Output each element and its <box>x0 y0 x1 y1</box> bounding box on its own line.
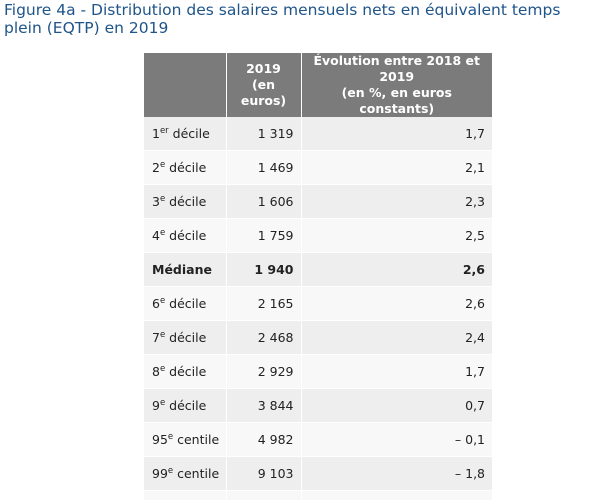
table-row: 8e décile 2 929 1,7 <box>144 354 492 389</box>
salary-distribution-table: 2019 (en euros) Évolution entre 2018 et … <box>144 53 492 500</box>
row-label-number: 6 <box>152 296 160 311</box>
row-label: 9e décile <box>144 388 227 423</box>
row-evolution: 2,6 <box>301 252 492 287</box>
row-label-number: 2 <box>152 160 160 175</box>
row-label: 2e décile <box>144 150 227 185</box>
row-label-number: 8 <box>152 364 160 379</box>
header-salary-line2: (en euros) <box>240 77 287 108</box>
row-evolution: 2,6 <box>301 286 492 321</box>
row-salary-2019: 2 468 <box>226 320 302 355</box>
row-label-text: décile <box>165 398 207 413</box>
table-header: 2019 (en euros) Évolution entre 2018 et … <box>144 53 492 117</box>
row-label-number: 3 <box>152 194 160 209</box>
row-evolution: 1,2 <box>301 490 492 500</box>
header-evolution: Évolution entre 2018 et 2019 (en %, en e… <box>301 53 492 117</box>
row-label-ordinal-suffix: e <box>159 160 166 170</box>
row-label: 7e décile <box>144 320 227 355</box>
row-label-ordinal-suffix: e <box>167 432 174 442</box>
row-label: Médiane <box>144 252 227 287</box>
row-label-text: décile <box>165 228 207 243</box>
row-label-ordinal-suffix: e <box>159 398 166 408</box>
row-salary-2019: 2 424 <box>226 490 302 500</box>
row-label-number: 4 <box>152 228 160 243</box>
header-salary-line1: 2019 <box>246 61 281 76</box>
row-salary-2019: 3 844 <box>226 388 302 423</box>
table-row: 6e décile 2 165 2,6 <box>144 286 492 321</box>
row-label-number: 95 <box>152 432 168 447</box>
row-label-text: décile <box>165 160 207 175</box>
table-body: 1er décile 1 319 1,7 2e décile 1 469 2,1 3e dé… <box>144 117 492 500</box>
row-label: 95e centile <box>144 422 227 457</box>
table-row: 7e décile 2 468 2,4 <box>144 320 492 355</box>
row-label-text: décile <box>165 364 207 379</box>
header-row: 2019 (en euros) Évolution entre 2018 et … <box>144 53 492 117</box>
row-label-ordinal-suffix: e <box>159 296 166 306</box>
table-row: 4e décile 1 759 2,5 <box>144 218 492 253</box>
row-salary-2019: 2 165 <box>226 286 302 321</box>
header-salary-2019: 2019 (en euros) <box>226 53 302 117</box>
row-salary-2019: 2 929 <box>226 354 302 389</box>
row-salary-2019: 1 469 <box>226 150 302 185</box>
row-label: 1er décile <box>144 117 227 151</box>
row-salary-2019: 1 606 <box>226 184 302 219</box>
row-label: 99e centile <box>144 456 227 491</box>
row-evolution: – 1,8 <box>301 456 492 491</box>
row-label-text: centile <box>173 432 220 447</box>
row-label-text: décile <box>165 194 207 209</box>
row-salary-2019: 1 940 <box>226 252 302 287</box>
row-label-number: 9 <box>152 398 160 413</box>
header-evolution-line2: (en %, en euros constants) <box>341 85 452 116</box>
row-evolution: – 0,1 <box>301 422 492 457</box>
row-label: 6e décile <box>144 286 227 321</box>
row-evolution: 1,7 <box>301 117 492 151</box>
row-label: 3e décile <box>144 184 227 219</box>
row-label-number: 99 <box>152 466 168 481</box>
header-evolution-line1: Évolution entre 2018 et 2019 <box>313 53 481 84</box>
row-evolution: 2,3 <box>301 184 492 219</box>
row-label-number: 7 <box>152 330 160 345</box>
row-label-ordinal-suffix: e <box>159 330 166 340</box>
row-evolution: 2,4 <box>301 320 492 355</box>
row-evolution: 2,5 <box>301 218 492 253</box>
row-label-text: décile <box>168 126 210 141</box>
row-label: Moyenne <box>144 490 227 500</box>
table-row: 3e décile 1 606 2,3 <box>144 184 492 219</box>
header-empty-cell <box>144 53 227 117</box>
row-label-ordinal-suffix: er <box>159 126 169 136</box>
row-label-number: 1 <box>152 126 160 141</box>
row-label-ordinal-suffix: e <box>159 364 166 374</box>
row-salary-2019: 9 103 <box>226 456 302 491</box>
row-label: 8e décile <box>144 354 227 389</box>
row-salary-2019: 1 759 <box>226 218 302 253</box>
row-label-ordinal-suffix: e <box>159 194 166 204</box>
row-evolution: 1,7 <box>301 354 492 389</box>
row-evolution: 0,7 <box>301 388 492 423</box>
row-label: 4e décile <box>144 218 227 253</box>
row-label-ordinal-suffix: e <box>159 228 166 238</box>
row-label-ordinal-suffix: e <box>167 466 174 476</box>
row-salary-2019: 4 982 <box>226 422 302 457</box>
table-row: Moyenne2 4241,2 <box>144 490 492 500</box>
table-row: Médiane 1 940 2,6 <box>144 252 492 287</box>
row-label-text: centile <box>173 466 220 481</box>
table-row: 95e centile 4 982– 0,1 <box>144 422 492 457</box>
row-evolution: 2,1 <box>301 150 492 185</box>
row-label-text: Médiane <box>152 262 212 277</box>
table-row: 1er décile 1 319 1,7 <box>144 117 492 151</box>
row-label-text: décile <box>165 330 207 345</box>
table-row: 2e décile 1 469 2,1 <box>144 150 492 185</box>
row-salary-2019: 1 319 <box>226 117 302 151</box>
figure-title: Figure 4a - Distribution des salaires me… <box>4 1 561 37</box>
table-row: 9e décile 3 844 0,7 <box>144 388 492 423</box>
table-row: 99e centile 9 103– 1,8 <box>144 456 492 491</box>
row-label-text: décile <box>165 296 207 311</box>
